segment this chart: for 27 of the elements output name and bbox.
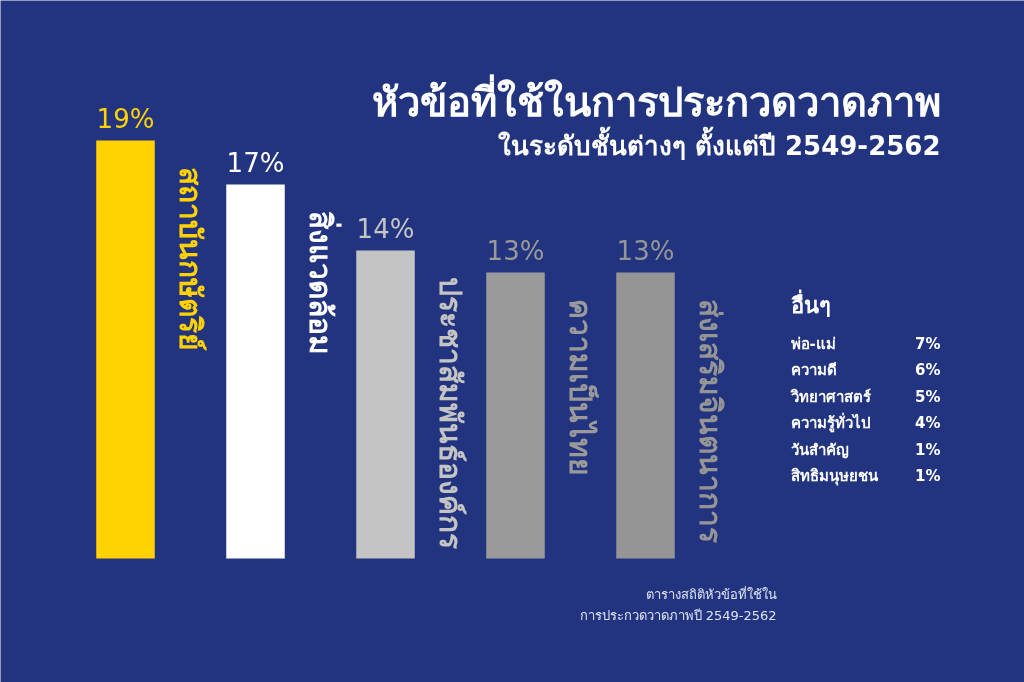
data-label: 1% <box>915 440 941 459</box>
x-tick-label: ความเป็นไทย <box>563 298 599 476</box>
data-label: 7% <box>915 334 941 353</box>
chart-title: หัวข้อที่ใช้ในการประกวดวาดภาพ <box>371 73 941 125</box>
x-tick-label: สิ่งแวดล้อม <box>303 210 342 355</box>
data-label: 6% <box>915 361 941 379</box>
category-label: พ่อ-แม่ <box>790 334 836 353</box>
data-label: 5% <box>915 387 941 406</box>
data-label: 19% <box>96 103 155 134</box>
data-label: 13% <box>616 235 675 266</box>
text: อื่นๆ <box>790 288 831 318</box>
category-label: ความรู้ทั่วไป <box>790 412 871 433</box>
data-label: 17% <box>226 147 285 178</box>
text: การประกวดวาดภาพปี 2549-2562 <box>579 607 777 623</box>
x-tick-label: ประชาสัมพันธ์องค์กร <box>433 276 468 549</box>
data-label: 14% <box>356 213 415 244</box>
x-tick-label: สถาบันกษัตริย์ <box>173 166 208 351</box>
text: ตารางสถิติหัวข้อที่ใช้ใน <box>645 585 777 602</box>
data-label: 13% <box>486 235 545 266</box>
category-label: สิทธิมนุษยชน <box>790 467 879 486</box>
category-label: วันสำคัญ <box>790 440 849 459</box>
category-label: วิทยาศาสตร์ <box>789 387 872 406</box>
category-label: ความดี <box>790 361 837 379</box>
x-tick-label: ส่งเสริมจินตนาการ <box>693 298 728 543</box>
data-label: 4% <box>915 414 941 432</box>
data-label: 1% <box>915 467 941 485</box>
chart-subtitle: ในระดับชั้นต่างๆ ตั้งแต่ปี 2549-2562 <box>497 125 941 161</box>
